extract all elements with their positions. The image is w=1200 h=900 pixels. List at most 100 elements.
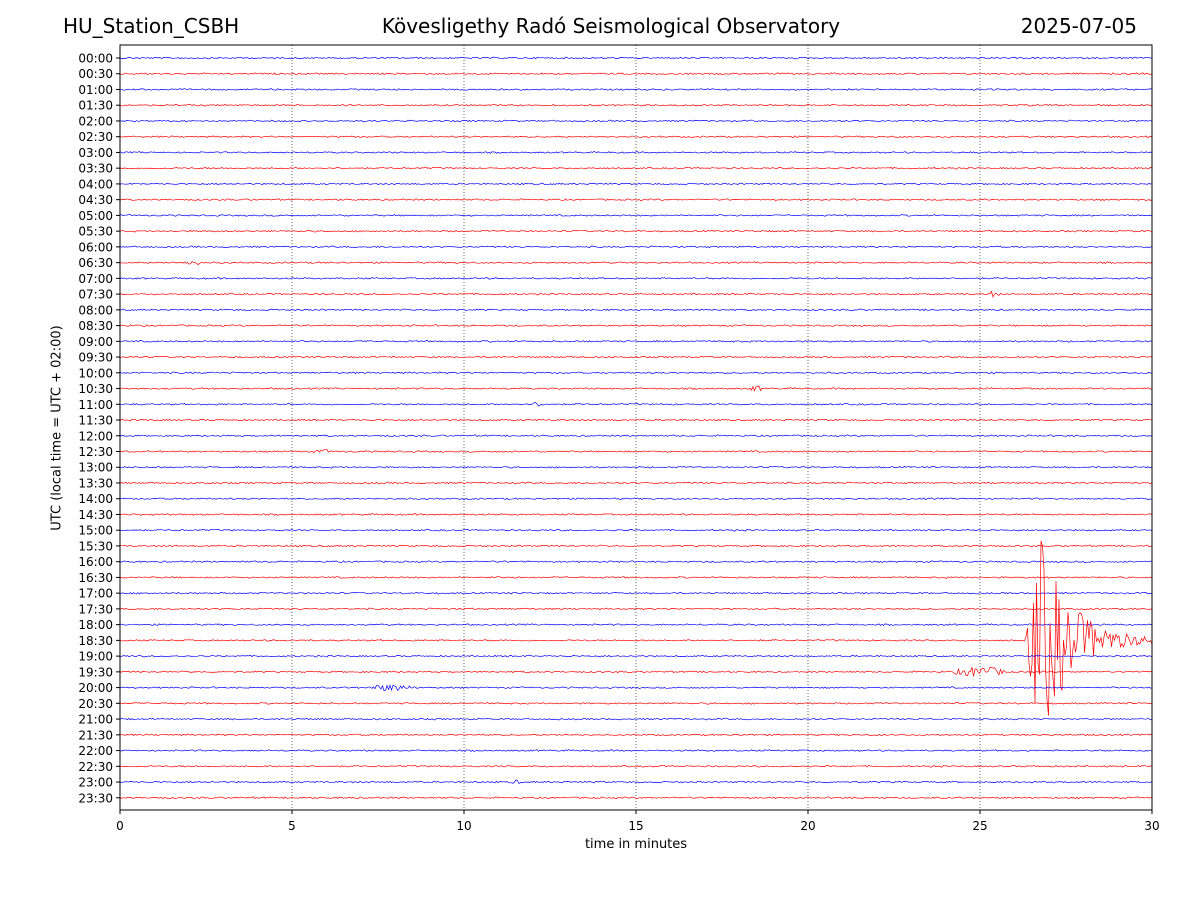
y-tick-label: 14:00	[78, 492, 113, 506]
seismic-trace-0300	[119, 151, 1153, 154]
y-tick-label: 07:30	[78, 288, 113, 302]
seismic-trace-1600	[119, 560, 1153, 564]
seismic-trace-0030	[119, 72, 1153, 76]
y-tick-label: 06:00	[78, 240, 113, 254]
x-tick-label: 15	[628, 819, 643, 833]
seismic-trace-1500	[119, 528, 1153, 532]
y-tick-label: 13:00	[78, 461, 113, 475]
seismic-trace-1530	[119, 544, 1153, 548]
y-tick-label: 15:30	[78, 539, 113, 553]
y-tick-label: 08:30	[78, 319, 113, 333]
y-tick-label: 02:00	[78, 114, 113, 128]
seismic-trace-1430	[119, 513, 1153, 516]
y-tick-label: 05:00	[78, 209, 113, 223]
seismic-trace-0600	[119, 245, 1153, 249]
y-tick-label: 18:30	[78, 634, 113, 648]
seismic-trace-0100	[119, 88, 1153, 91]
y-tick-label: 21:30	[78, 728, 113, 742]
x-axis-label: time in minutes	[584, 837, 688, 852]
seismic-trace-1700	[119, 591, 1153, 595]
x-tick-label: 30	[1144, 819, 1159, 833]
y-tick-label: 07:00	[78, 272, 113, 286]
seismic-trace-1930	[119, 666, 1153, 677]
seismic-trace-2300	[119, 779, 1153, 784]
seismic-trace-0530	[119, 229, 1153, 233]
seismic-trace-0830	[119, 324, 1153, 327]
y-tick-label: 03:30	[78, 162, 113, 176]
y-tick-label: 21:00	[78, 713, 113, 727]
y-tick-label: 09:00	[78, 335, 113, 349]
seismic-trace-0700	[119, 277, 1153, 280]
seismic-trace-0130	[119, 103, 1153, 107]
seismic-trace-0330	[119, 166, 1153, 170]
grid-lines	[291, 45, 981, 810]
y-tick-label: 17:00	[78, 587, 113, 601]
y-tick-label: 16:00	[78, 555, 113, 569]
seismic-trace-1030	[119, 385, 1153, 392]
plot-frame	[119, 44, 1153, 811]
seismic-trace-1330	[119, 481, 1153, 485]
y-tick-label: 12:30	[78, 445, 113, 459]
seismic-trace-0900	[119, 339, 1153, 343]
seismic-trace-2000	[119, 684, 1153, 692]
y-tick-label: 22:00	[78, 744, 113, 758]
y-tick-label: 20:00	[78, 681, 113, 695]
seismic-trace-2200	[119, 749, 1153, 752]
seismic-trace-1630	[119, 576, 1153, 579]
seismic-trace-1230	[119, 448, 1153, 453]
seismic-trace-0430	[119, 198, 1153, 201]
seismic-trace-1730	[119, 607, 1153, 611]
y-tick-label: 03:00	[78, 146, 113, 160]
y-tick-label: 02:30	[78, 130, 113, 144]
seismic-trace-1400	[119, 497, 1153, 501]
x-tick-label: 0	[116, 819, 124, 833]
y-axis-label: UTC (local time = UTC + 02:00)	[49, 325, 65, 531]
y-tick-label: 23:30	[78, 791, 113, 805]
y-tick-label: 12:00	[78, 429, 113, 443]
seismic-trace-0400	[119, 182, 1153, 186]
y-tick-label: 18:00	[78, 618, 113, 632]
seismic-trace-0630	[119, 261, 1153, 266]
seismic-trace-0800	[119, 308, 1153, 312]
y-tick-label: 13:30	[78, 476, 113, 490]
y-tick-label: 20:30	[78, 697, 113, 711]
x-tick-label: 20	[800, 819, 815, 833]
x-tick-label: 5	[288, 819, 296, 833]
y-tick-label: 09:30	[78, 351, 113, 365]
seismic-trace-0200	[119, 119, 1153, 123]
seismic-trace-2330	[119, 796, 1153, 800]
y-tick-label: 05:30	[78, 225, 113, 239]
y-tick-label: 01:00	[78, 83, 113, 97]
y-tick-label: 22:30	[78, 760, 113, 774]
seismic-trace-1900	[119, 654, 1153, 658]
y-tick-label: 04:30	[78, 193, 113, 207]
station-name: HU_Station_CSBH	[63, 14, 240, 38]
trace-group	[119, 56, 1153, 800]
y-tick-label: 10:00	[78, 366, 113, 380]
seismic-trace-1000	[119, 371, 1153, 375]
y-tick-label: 19:30	[78, 665, 113, 679]
y-tick-label: 11:00	[78, 398, 113, 412]
y-tick-label: 06:30	[78, 256, 113, 270]
seismic-trace-0500	[119, 214, 1153, 217]
y-tick-label: 23:00	[78, 776, 113, 790]
seismic-trace-2130	[119, 733, 1153, 737]
seismic-trace-1830	[119, 540, 1153, 716]
seismic-trace-1100	[119, 402, 1153, 407]
seismic-trace-2230	[119, 764, 1153, 768]
y-tick-label: 10:30	[78, 382, 113, 396]
seismic-trace-0930	[119, 355, 1153, 359]
seismic-trace-1800	[119, 623, 1153, 627]
y-tick-label: 14:30	[78, 508, 113, 522]
y-tick-label: 15:00	[78, 524, 113, 538]
y-tick-label: 08:00	[78, 303, 113, 317]
y-tick-label: 01:30	[78, 99, 113, 113]
y-tick-label: 19:00	[78, 650, 113, 664]
y-tick-label: 04:00	[78, 177, 113, 191]
seismic-trace-1200	[119, 434, 1153, 438]
seismic-trace-0000	[119, 56, 1153, 60]
seismic-trace-2030	[119, 702, 1153, 705]
chart-date: 2025-07-05	[1020, 14, 1137, 38]
